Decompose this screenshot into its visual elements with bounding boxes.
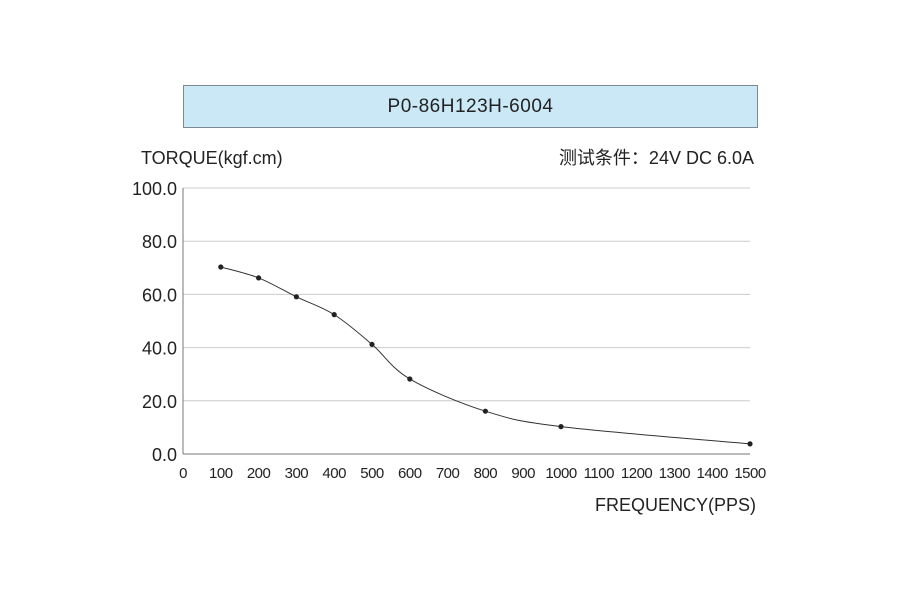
data-point <box>331 312 337 318</box>
chart-title: P0-86H123H-6004 <box>183 85 758 128</box>
x-tick-label: 600 <box>398 465 422 482</box>
y-tick-label: 100.0 <box>132 179 177 199</box>
x-tick-label: 800 <box>474 465 498 482</box>
x-tick-label: 1000 <box>545 465 577 482</box>
x-tick-label: 1500 <box>734 465 766 482</box>
x-tick-label: 100 <box>209 465 233 482</box>
x-tick-label: 200 <box>247 465 271 482</box>
data-point <box>407 376 413 382</box>
x-axis-label: FREQUENCY(PPS) <box>595 495 756 515</box>
x-tick-label: 900 <box>511 465 535 482</box>
x-tick-label: 300 <box>285 465 309 482</box>
grid-lines <box>183 187 750 402</box>
x-tick-labels: 0 100 200 300 400 500 600 700 800 900 1000 1100 1200… <box>179 465 766 482</box>
x-tick-label: 1400 <box>697 465 729 482</box>
data-point <box>747 441 753 447</box>
x-tick-label: 700 <box>436 465 460 482</box>
axes <box>182 188 750 455</box>
test-condition-label: 测试条件：24V DC 6.0A <box>559 148 754 168</box>
x-tick-label: 1200 <box>621 465 653 482</box>
x-tick-label: 1300 <box>659 465 691 482</box>
data-point <box>558 424 564 430</box>
data-point <box>482 408 488 414</box>
y-tick-label: 0.0 <box>152 445 177 465</box>
torque-curve <box>220 266 751 445</box>
data-points <box>218 264 753 447</box>
data-point <box>256 275 262 281</box>
y-tick-label: 60.0 <box>142 285 177 305</box>
y-tick-label: 20.0 <box>142 392 177 412</box>
y-tick-label: 40.0 <box>142 339 177 359</box>
y-axis-label: TORQUE(kgf.cm) <box>141 148 283 168</box>
data-point <box>218 264 224 270</box>
x-tick-label: 0 <box>179 465 187 482</box>
x-tick-label: 1100 <box>584 465 614 482</box>
data-point <box>293 294 299 300</box>
y-tick-labels: 0.0 20.0 40.0 60.0 80.0 100.0 <box>132 179 177 465</box>
y-tick-label: 80.0 <box>142 232 177 252</box>
data-point <box>369 341 375 348</box>
x-tick-label: 400 <box>322 465 346 482</box>
x-tick-label: 500 <box>360 465 384 482</box>
